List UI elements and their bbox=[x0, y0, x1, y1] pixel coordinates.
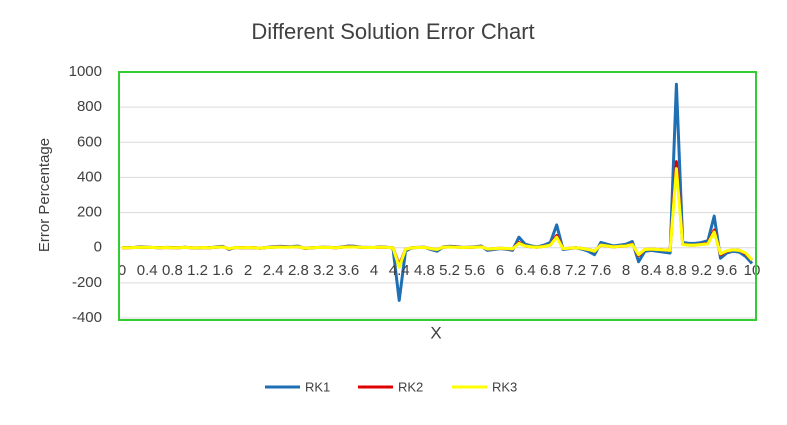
y-tick-label: 600 bbox=[77, 133, 102, 150]
x-tick-label: 2 bbox=[244, 262, 252, 279]
x-tick-label: 1.6 bbox=[212, 262, 233, 279]
y-axis-title: Error Percentage bbox=[36, 138, 53, 252]
legend-label: RK2 bbox=[398, 379, 423, 394]
x-tick-label: 0.4 bbox=[137, 262, 158, 279]
legend-label: RK3 bbox=[492, 379, 517, 394]
x-tick-label: 5.6 bbox=[464, 262, 485, 279]
plot-border bbox=[118, 71, 757, 321]
x-tick-label: 9.2 bbox=[691, 262, 712, 279]
x-tick-label: 0 bbox=[118, 262, 126, 279]
legend-label: RK1 bbox=[305, 379, 330, 394]
x-tick-label: 6 bbox=[496, 262, 504, 279]
x-tick-label: 2.8 bbox=[288, 262, 309, 279]
y-tick-label: 400 bbox=[77, 168, 102, 185]
x-tick-label: 4.8 bbox=[414, 262, 435, 279]
x-tick-label: 10 bbox=[744, 262, 761, 279]
x-tick-label: 6.4 bbox=[515, 262, 536, 279]
y-tick-label: 0 bbox=[94, 239, 102, 256]
x-tick-label: 4 bbox=[370, 262, 378, 279]
x-tick-label: 4.4 bbox=[389, 262, 410, 279]
y-tick-label: 800 bbox=[77, 98, 102, 115]
x-tick-label: 9.6 bbox=[716, 262, 737, 279]
y-tick-label: -400 bbox=[72, 309, 102, 326]
x-tick-label: 6.8 bbox=[540, 262, 561, 279]
x-tick-label: 1.2 bbox=[187, 262, 208, 279]
x-axis-title: X bbox=[430, 323, 441, 342]
chart-title: Different Solution Error Chart bbox=[251, 19, 534, 44]
x-tick-label: 7.2 bbox=[565, 262, 586, 279]
legend: RK1 RK2 RK3 bbox=[265, 379, 517, 394]
x-tick-label: 7.6 bbox=[590, 262, 611, 279]
series-line bbox=[122, 167, 754, 269]
x-tick-label: 5.2 bbox=[439, 262, 460, 279]
x-tick-label: 8.4 bbox=[641, 262, 662, 279]
y-tick-label: 1000 bbox=[69, 63, 102, 80]
x-tick-label: 8 bbox=[622, 262, 630, 279]
lines bbox=[121, 82, 754, 302]
x-tick-label: 2.4 bbox=[263, 262, 284, 279]
y-tick-label: 200 bbox=[77, 204, 102, 221]
x-tick-label: 0.8 bbox=[162, 262, 183, 279]
x-tick-label: 3.2 bbox=[313, 262, 334, 279]
x-tick-label: 8.8 bbox=[666, 262, 687, 279]
y-tick-label: -200 bbox=[72, 274, 102, 291]
x-tick-label: 3.6 bbox=[338, 262, 359, 279]
